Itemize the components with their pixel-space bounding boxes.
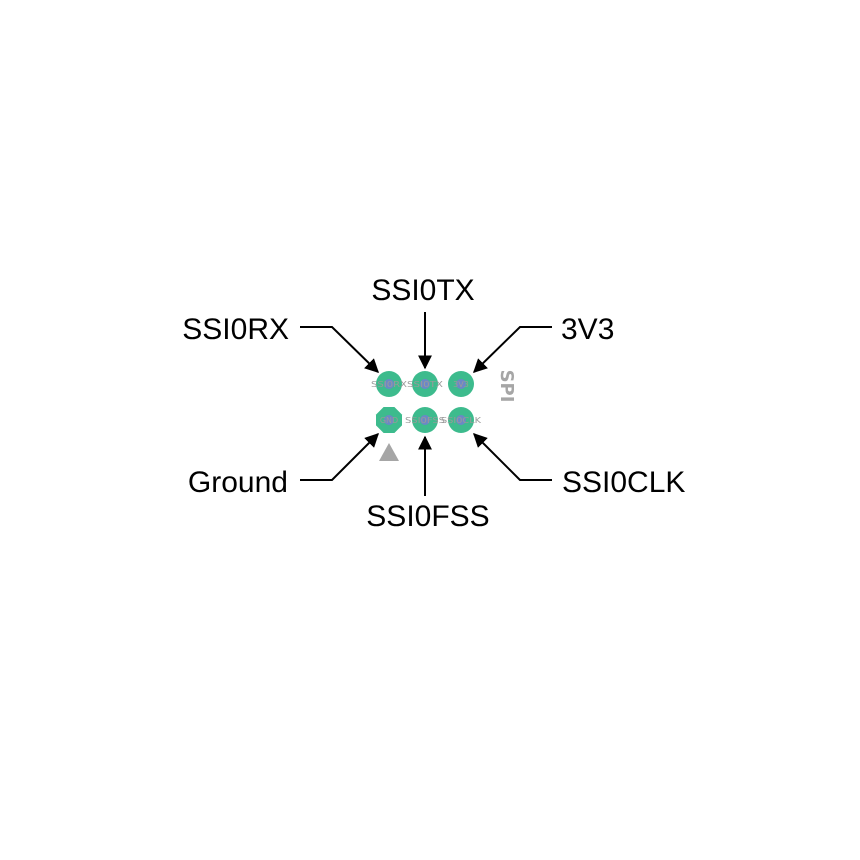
callout-3v3: 3V3 — [561, 313, 614, 346]
leader-lines — [300, 312, 552, 496]
callout-ssi0clk: SSI0CLK — [562, 466, 685, 499]
pin-ssi0rx-pad — [376, 371, 402, 397]
silk-ssi0clk: SSI0CLK — [441, 416, 482, 425]
callout-ssi0fss: SSI0FSS — [366, 500, 489, 533]
silk-gnd: GND — [380, 416, 398, 425]
callout-labels: SSI0RX SSI0TX 3V3 Ground SSI0FSS SSI0CLK — [182, 274, 685, 533]
silk-ssi0tx: SSI0TX — [407, 380, 444, 389]
header-pads — [376, 371, 474, 433]
pin-3v3-pad — [448, 371, 474, 397]
silk-ssi0rx: SSI0RX — [371, 380, 408, 389]
leader-ground — [300, 433, 379, 481]
pin1-marker-icon — [379, 443, 399, 461]
pin-ssi0tx-pad — [412, 371, 438, 397]
leader-3v3 — [472, 326, 552, 373]
header-label-spi: SPI — [496, 370, 517, 403]
pin-ssi0clk-pad — [448, 407, 474, 433]
silk-ssi0fss: SSI0FSS — [405, 416, 445, 425]
callout-ssi0rx: SSI0RX — [182, 313, 289, 346]
callout-ssi0tx: SSI0TX — [371, 274, 474, 307]
pin-ground-pad — [376, 407, 402, 433]
callout-ground: Ground — [188, 466, 288, 499]
leader-ssi0clk — [473, 433, 552, 481]
silk-3v3: 3V3 — [453, 380, 469, 389]
leader-ssi0rx — [300, 326, 380, 373]
pin-ssi0fss-pad — [412, 407, 438, 433]
silkscreen-pin-names: SSI0RX SSI0TX 3V3 GND SSI0FSS SSI0CLK — [371, 380, 482, 425]
